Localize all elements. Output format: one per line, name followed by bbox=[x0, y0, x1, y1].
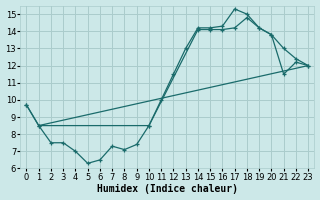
X-axis label: Humidex (Indice chaleur): Humidex (Indice chaleur) bbox=[97, 184, 238, 194]
